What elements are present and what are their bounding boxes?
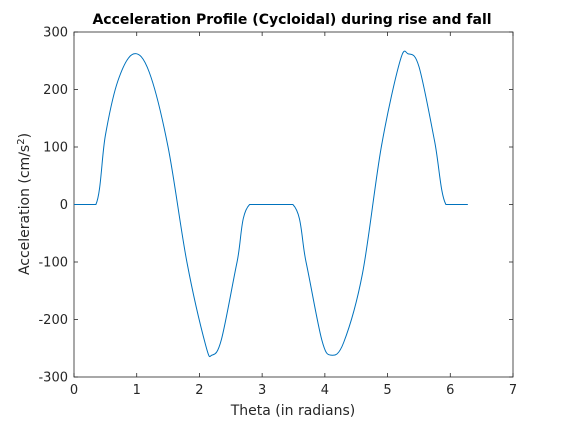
chart-title: Acceleration Profile (Cycloidal) during … — [92, 12, 491, 28]
y-tick-label: 0 — [60, 198, 68, 213]
y-axis-label-main: Acceleration (cm/s — [17, 145, 33, 275]
y-axis-label-close: ) — [17, 133, 33, 138]
y-tick-label: 300 — [43, 26, 68, 41]
x-tick-label: 2 — [195, 383, 203, 398]
x-tick-label: 3 — [258, 383, 266, 398]
axis-ticks: 0 1 2 3 4 5 6 7 -300 -200 -100 0 100 200 300 — [38, 26, 517, 399]
x-tick-label: 5 — [383, 383, 391, 398]
y-tick-label: 100 — [43, 141, 68, 156]
x-tick-label: 4 — [321, 383, 329, 398]
y-tick-label: -300 — [38, 371, 68, 386]
x-tick-label: 7 — [509, 383, 517, 398]
y-tick-label: -100 — [38, 256, 68, 271]
y-tick-label: 200 — [43, 83, 68, 98]
acceleration-series-line — [74, 50, 468, 358]
x-tick-label: 0 — [70, 383, 78, 398]
x-tick-label: 6 — [446, 383, 454, 398]
y-tick-label: -200 — [38, 313, 68, 328]
x-tick-label: 1 — [133, 383, 141, 398]
y-axis-label: Acceleration (cm/s2) — [16, 133, 34, 275]
y-axis-label-superscript: 2 — [16, 138, 27, 144]
x-axis-label: Theta (in radians) — [230, 403, 356, 419]
